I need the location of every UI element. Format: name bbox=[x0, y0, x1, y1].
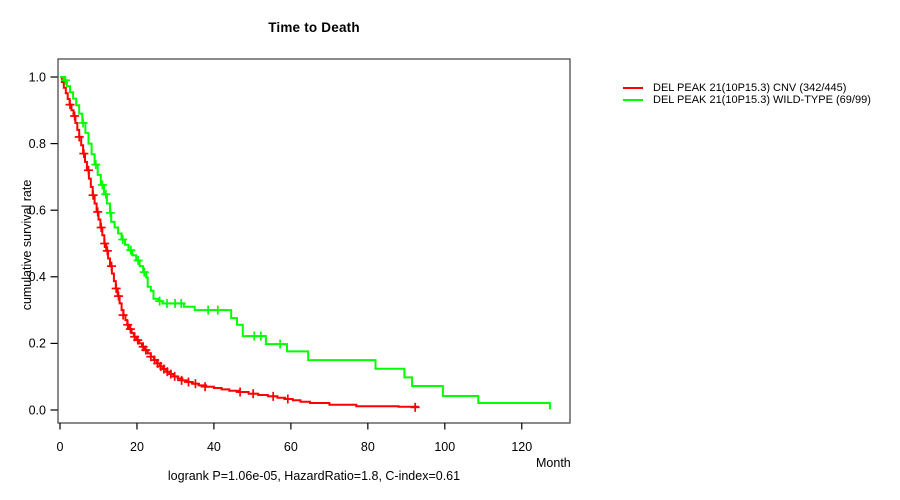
x-tick-label: 60 bbox=[284, 440, 298, 454]
legend-line-swatch-cnv bbox=[623, 87, 643, 89]
x-tick-label: 40 bbox=[207, 440, 221, 454]
y-tick-label: 0.8 bbox=[29, 137, 46, 151]
x-axis-label: Month bbox=[536, 456, 571, 470]
x-tick-label: 80 bbox=[361, 440, 375, 454]
legend-item-wildtype: DEL PEAK 21(10P15.3) WILD-TYPE (69/99) bbox=[623, 94, 871, 106]
legend-item-cnv: DEL PEAK 21(10P15.3) CNV (342/445) bbox=[623, 82, 871, 94]
legend-label-wildtype: DEL PEAK 21(10P15.3) WILD-TYPE (69/99) bbox=[653, 94, 871, 106]
y-tick-label: 0.2 bbox=[29, 337, 46, 351]
legend: DEL PEAK 21(10P15.3) CNV (342/445) DEL P… bbox=[623, 82, 871, 106]
x-tick-label: 20 bbox=[130, 440, 144, 454]
y-tick-label: 0.0 bbox=[29, 403, 46, 417]
y-tick-label: 0.4 bbox=[29, 270, 46, 284]
legend-line-swatch-wildtype bbox=[623, 99, 643, 101]
y-tick-label: 1.0 bbox=[29, 70, 46, 84]
x-tick-label: 100 bbox=[434, 440, 455, 454]
x-tick-label: 0 bbox=[57, 440, 64, 454]
stats-annotation: logrank P=1.06e-05, HazardRatio=1.8, C-i… bbox=[167, 469, 461, 483]
chart-title: Time to Death bbox=[268, 20, 360, 35]
legend-label-cnv: DEL PEAK 21(10P15.3) CNV (342/445) bbox=[653, 82, 847, 94]
survival-curve-1 bbox=[60, 76, 551, 410]
plot-border bbox=[57, 58, 571, 424]
y-tick-label: 0.6 bbox=[29, 204, 46, 218]
x-tick-label: 120 bbox=[511, 440, 532, 454]
survival-curve-0 bbox=[60, 76, 419, 408]
y-axis-label: cumulative survival rate bbox=[20, 179, 34, 311]
